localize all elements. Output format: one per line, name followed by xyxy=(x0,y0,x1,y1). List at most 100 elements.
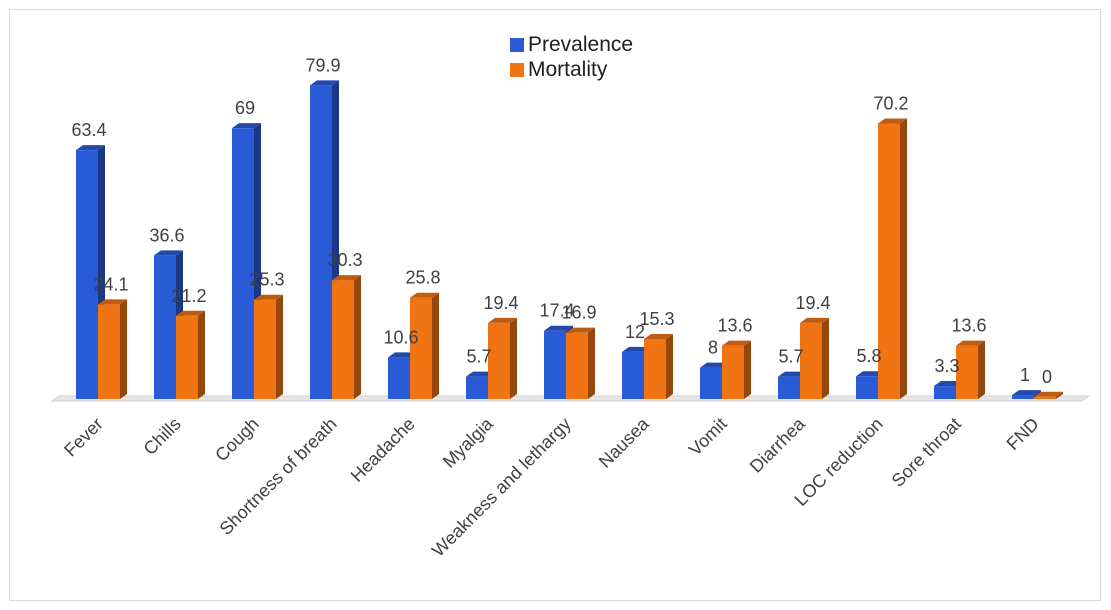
bar-top xyxy=(722,340,751,346)
bar-front xyxy=(778,376,800,399)
bar-front xyxy=(154,255,176,399)
category-label-8: Vomit xyxy=(685,414,731,460)
bar-mortality-12 xyxy=(1034,391,1063,399)
data-label-prevalence-5: 5.7 xyxy=(466,347,491,367)
bar-top xyxy=(544,325,573,331)
bar-side xyxy=(744,340,751,399)
bar-side xyxy=(510,317,517,399)
bar-mortality-2 xyxy=(254,294,283,399)
data-label-prevalence-11: 3.3 xyxy=(934,356,959,376)
bar-top xyxy=(700,362,729,368)
legend: Prevalence Mortality xyxy=(510,32,633,82)
bar-side xyxy=(120,299,127,399)
bar-front xyxy=(878,123,900,399)
bar-top xyxy=(332,275,361,281)
bar-front xyxy=(410,297,432,399)
bar-side xyxy=(276,294,283,399)
data-label-mortality-4: 25.8 xyxy=(405,268,440,288)
bar-front xyxy=(934,386,956,399)
bar-top xyxy=(488,317,517,323)
bar-top xyxy=(956,340,985,346)
bar-side xyxy=(354,275,361,399)
bar-front xyxy=(800,322,822,399)
bar-top xyxy=(856,371,885,377)
legend-swatch-prevalence xyxy=(510,37,524,52)
data-label-mortality-11: 13.6 xyxy=(951,316,986,336)
bar-top xyxy=(1012,390,1041,396)
category-label-5: Myalgia xyxy=(439,413,498,472)
data-label-mortality-5: 19.4 xyxy=(483,293,518,313)
legend-swatch-mortality xyxy=(510,62,524,77)
bar-mortality-10 xyxy=(878,118,907,399)
data-label-mortality-2: 25.3 xyxy=(249,270,284,290)
bar-side xyxy=(588,327,595,399)
category-label-1: Chills xyxy=(140,414,185,459)
bar-front xyxy=(254,299,276,399)
category-label-2: Cough xyxy=(211,414,263,466)
bar-mortality-3 xyxy=(332,275,361,399)
bar-top xyxy=(310,80,339,86)
bar-front xyxy=(1012,395,1034,399)
bar-side xyxy=(666,333,673,399)
data-label-prevalence-8: 8 xyxy=(708,338,718,358)
bar-top xyxy=(176,310,205,316)
data-label-prevalence-3: 79.9 xyxy=(305,55,340,75)
chart-frame: 63.4 24.1 36.6 21.2 69 25.3 79.9 30.3 10.6 25.8 5.… xyxy=(9,9,1101,601)
data-label-mortality-9: 19.4 xyxy=(795,293,830,313)
bar-top xyxy=(622,346,651,352)
data-label-mortality-12: 0 xyxy=(1042,367,1052,387)
category-label-6: Weakness and lethargy xyxy=(428,414,575,561)
bar-mortality-0 xyxy=(98,299,127,399)
bar-front xyxy=(176,315,198,399)
data-label-mortality-8: 13.6 xyxy=(717,316,752,336)
category-label-9: Diarrhea xyxy=(746,413,810,477)
bar-front xyxy=(566,332,588,399)
bar-front xyxy=(488,322,510,399)
data-label-mortality-6: 16.9 xyxy=(561,303,596,323)
bar-mortality-7 xyxy=(644,333,673,399)
bar-top xyxy=(778,371,807,377)
bar-mortality-4 xyxy=(410,292,439,399)
bar-mortality-8 xyxy=(722,340,751,399)
data-label-prevalence-4: 10.6 xyxy=(383,327,418,347)
legend-label-mortality: Mortality xyxy=(528,57,608,81)
data-label-prevalence-9: 5.7 xyxy=(778,347,803,367)
bar-side xyxy=(432,292,439,399)
bar-front xyxy=(98,304,120,399)
bar-top xyxy=(254,294,283,300)
bar-front xyxy=(76,150,98,399)
bar-front xyxy=(722,345,744,399)
legend-item-prevalence: Prevalence xyxy=(510,32,633,57)
bar-side xyxy=(1056,391,1063,399)
bar-front xyxy=(332,280,354,399)
bar-front xyxy=(644,338,666,399)
bar-top xyxy=(410,292,439,298)
bar-side xyxy=(198,310,205,399)
bar-front xyxy=(232,128,254,400)
bar-top xyxy=(232,123,261,129)
data-label-mortality-3: 30.3 xyxy=(327,250,362,270)
legend-item-mortality: Mortality xyxy=(510,57,633,82)
data-label-prevalence-10: 5.8 xyxy=(856,346,881,366)
bar-top xyxy=(388,352,417,358)
data-label-mortality-7: 15.3 xyxy=(639,309,674,329)
bar-top xyxy=(76,145,105,151)
category-label-12: FND xyxy=(1003,414,1043,454)
category-label-7: Nausea xyxy=(595,413,654,472)
chart-plot: 63.4 24.1 36.6 21.2 69 25.3 79.9 30.3 10.6 25.8 5.… xyxy=(50,55,1091,561)
bar-top xyxy=(154,250,183,256)
bar-mortality-9 xyxy=(800,317,829,399)
data-label-prevalence-1: 36.6 xyxy=(149,225,184,245)
bar-front xyxy=(1034,396,1056,399)
legend-label-prevalence: Prevalence xyxy=(528,32,634,56)
category-label-11: Sore throat xyxy=(888,414,965,491)
bar-front xyxy=(700,367,722,399)
data-label-mortality-1: 21.2 xyxy=(171,286,206,306)
bar-top xyxy=(644,333,673,339)
bar-front xyxy=(310,85,332,399)
category-label-0: Fever xyxy=(60,414,107,461)
data-labels-group: 63.4 24.1 36.6 21.2 69 25.3 79.9 30.3 10.6 25.8 5.… xyxy=(71,55,1052,386)
bar-top xyxy=(566,327,595,333)
category-label-4: Headache xyxy=(347,414,419,486)
